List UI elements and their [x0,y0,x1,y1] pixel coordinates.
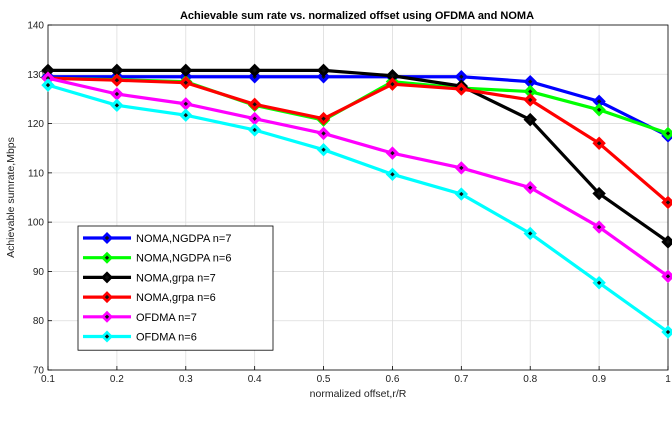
legend-item-noma-ngdpa-n-7: NOMA,NGDPA n=7 [83,232,231,245]
data-point-center [596,141,602,146]
data-point-center [528,79,533,84]
chart-title: Achievable sum rate vs. normalized offse… [180,10,534,22]
series-ofdma-n-7 [41,71,672,284]
data-point-center [596,107,602,112]
data-point-center [390,81,395,87]
legend-marker-center [104,275,110,280]
data-point-center [459,74,464,79]
data-point-center [528,117,533,122]
data-point-center [183,101,188,107]
series-line [48,68,669,244]
y-tick-label: 120 [27,119,44,130]
data-point-center [459,165,464,171]
data-point-center [459,86,464,92]
legend-item-ofdma-n-7: OFDMA n=7 [83,310,197,324]
data-point-center [596,99,602,104]
series-line [47,76,670,204]
series-noma-grpa-n-6 [41,71,672,210]
x-tick-label: 0.8 [523,374,537,385]
data-point-center [321,131,326,136]
y-tick-label: 140 [27,21,44,32]
data-point-center [252,68,257,73]
series-ofdma-n-6 [41,78,672,339]
data-point-center [390,73,395,78]
series-line [47,83,669,334]
data-point-center [665,329,671,335]
data-point-center [183,112,188,118]
legend-marker-center [104,235,110,241]
x-tick-label: 0.9 [592,374,606,385]
series-line [47,76,669,278]
data-point-center [665,274,671,279]
x-tick-label: 0.1 [41,374,55,385]
y-tick-label: 90 [33,267,45,278]
legend-item-noma-ngdpa-n-6: NOMA,NGDPA n=6 [83,251,231,265]
x-tick-label: 0.3 [179,374,193,385]
y-tick-label: 100 [27,218,44,229]
legend-label: OFDMA n=6 [136,332,197,344]
legend: NOMA,NGDPA n=7 NOMA,NGDPA n=6 NOMA,grpa n=… [77,225,274,351]
data-point-center [45,76,51,81]
data-point-center [114,91,120,97]
data-point-center [114,68,120,73]
data-point-center [114,103,120,108]
data-point-center [665,239,671,245]
x-tick-label: 0.7 [454,374,468,385]
ticks: 0.1 0.2 0.3 0.4 0.5 0.6 0.7 0.8 0.9 1 70 80 90 100 110… [27,21,671,386]
data-point-center [252,116,257,121]
series-line [47,76,669,135]
x-tick-label: 0.6 [385,374,399,385]
x-tick-label: 1 [665,374,671,385]
y-tick-label: 130 [27,70,44,81]
x-tick-label: 0.4 [248,374,262,385]
data-point-center [45,68,51,73]
series-noma-grpa-n-7 [41,63,672,249]
legend-item-noma-grpa-n-6: NOMA,grpa n=6 [83,291,216,304]
data-point-center [321,116,326,121]
data-point-center [596,280,602,285]
legend-label: NOMA,grpa n=7 [136,272,216,284]
x-axis-label: normalized offset,r/R [310,388,407,400]
y-tick-label: 80 [33,316,45,327]
x-tick-label: 0.2 [110,374,124,385]
data-point-center [665,200,671,205]
y-tick-label: 70 [33,366,45,377]
legend-marker-center [104,334,110,339]
data-point-center [596,224,602,230]
legend-item-noma-grpa-n-7: NOMA,grpa n=7 [83,271,216,284]
data-point-center [390,172,395,177]
legend-label: OFDMA n=7 [136,312,197,324]
data-point-center [114,78,120,83]
data-point-center [252,127,257,133]
y-tick-label: 110 [28,168,44,179]
data-point-center [528,231,533,236]
data-point-center [459,191,464,197]
legend-label: NOMA,NGDPA n=6 [136,253,231,265]
legend-marker-center [104,314,110,319]
data-point-center [183,68,188,73]
data-point-center [596,191,602,196]
series-line [48,75,669,138]
data-point-center [321,147,326,152]
data-point-center [45,82,51,88]
legend-marker-center [104,255,110,260]
legend-label: NOMA,grpa n=6 [136,292,216,304]
data-point-center [183,80,188,85]
data-point-center [528,89,533,94]
legend-item-ofdma-n-6: OFDMA n=6 [83,330,197,344]
legend-label: NOMA,NGDPA n=7 [136,233,231,245]
series-group [41,63,672,339]
data-point-center [252,102,257,107]
x-tick-label: 0.5 [317,374,331,385]
y-axis-label: Achievable sumrate,Mbps [5,137,17,258]
data-point-center [665,131,671,136]
legend-marker-center [104,294,110,300]
data-point-center [390,150,395,156]
data-point-center [528,97,533,103]
legend-box [77,225,274,351]
data-point-center [321,68,326,73]
data-point-center [528,185,533,190]
